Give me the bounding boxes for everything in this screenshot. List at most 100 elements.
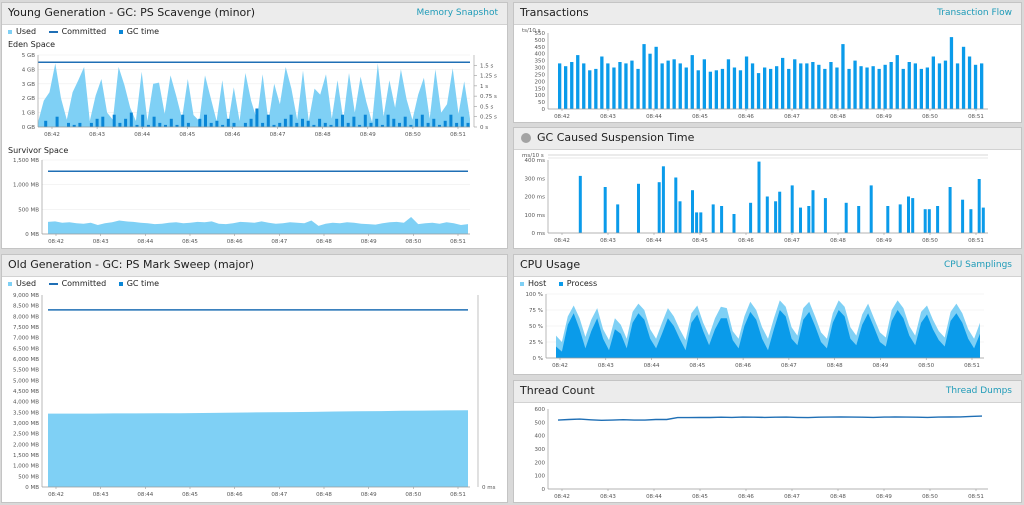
eden-gc-time-bar [118,122,122,127]
gc-time-swatch [118,281,123,286]
transactions-bar [967,56,972,109]
old-legend: Used Committed GC time [8,279,159,288]
eden-gc-time-bar [432,118,436,127]
thread-count-panel: Thread Count Thread Dumps 0 100 200 300 400 5… [513,380,1022,503]
cpu-usage-chart: 0 % 25 % 50 % 75 % 100 % 08:42 08:43 08:44 08:45… [526,292,984,369]
suspension-bar [720,206,724,233]
cpu-y-tick-label: 75 % [529,308,543,314]
cpu-x-tick-label: 08:44 [644,363,660,369]
suspension-bar [907,196,910,233]
eden-gc-time-bar [135,124,139,127]
eden-gc-time-bar [318,118,322,127]
transactions-bar [931,56,935,109]
transactions-bar [576,55,580,109]
eden-gc-time-bar [89,122,93,127]
eden-gc-time-bar [323,122,327,127]
eden-x-tick-label: 08:45 [179,132,195,138]
eden-gc-time-bar [386,114,390,127]
suspension-bar [661,166,665,233]
eden-used-area [38,63,470,127]
eden-x-tick-label: 08:43 [89,132,105,138]
legend-committed: Committed [61,279,107,288]
suspension-bar [732,214,736,233]
suspension-y-tick-label: 300 ms [525,176,546,182]
thread-dumps-link[interactable]: Thread Dumps [945,386,1012,396]
transactions-bar [865,67,869,109]
suspension-bar [807,206,811,233]
old-used-area [48,410,468,487]
eden-gc-time-bar [363,114,367,127]
young-generation-panel: Young Generation - GC: PS Scavenge (mino… [1,2,508,249]
eden-gc-time-bar [380,124,384,127]
suspension-bar [695,212,699,233]
transactions-bar [636,68,640,109]
legend-gc-time: GC time [126,279,160,288]
survivor-y-tick-label: 1,500 MB [13,158,39,164]
transactions-bar [835,67,839,109]
old-y-tick-label: 7,000 MB [13,336,39,342]
eden-gc-time-bar [335,118,339,127]
transactions-bar [817,64,821,109]
transactions-bar [642,44,646,109]
eden-gc-time-bar [420,114,424,127]
eden-gc-time-bar [67,122,70,127]
eden-gc-time-bar [289,114,293,127]
old-y-tick-label: 3,500 MB [13,410,39,416]
eden-gc-time-bar [460,116,464,127]
suspension-chart: ms/10 s 0 ms 100 ms 200 ms 300 ms 400 ms 08:42… [522,153,988,244]
transactions-bar [949,37,954,109]
transactions-bar [600,56,604,109]
cpu-x-tick-label: 08:49 [873,363,889,369]
cpu-x-tick-label: 08:51 [964,363,980,369]
gc-time-swatch [118,29,123,34]
survivor-used-area [48,217,468,234]
transactions-bar [606,63,610,109]
survivor-x-tick-label: 08:51 [450,239,466,245]
eden-gc-time-bar [209,122,213,127]
transactions-bar [690,55,694,109]
memory-snapshot-link[interactable]: Memory Snapshot [416,8,498,18]
suspension-bar [948,187,952,233]
survivor-y-tick-label: 500 MB [18,207,39,213]
eden-y-tick-label: 4 GB [22,67,36,73]
eden-gc-time-bar [72,124,76,127]
process-swatch [558,281,563,286]
suspension-x-tick-label: 08:46 [738,238,754,244]
threads-y-tick-label: 600 [535,407,546,413]
eden-x-tick-label: 08:49 [360,132,376,138]
threads-y-tick-label: 500 [535,420,546,426]
transactions-bar [612,67,616,109]
suspension-bar [927,209,931,233]
old-y-tick-label: 5,500 MB [13,368,39,374]
suspension-bar [898,204,902,233]
transactions-bar [756,73,761,109]
transactions-bar [943,60,948,109]
survivor-space-chart: 0 MB 500 MB 1,000 MB 1,500 MB 08:42 08:43 08:4… [13,158,470,245]
threads-x-tick-label: 08:51 [968,494,984,500]
eden-gc-tick-label: 0.25 s [480,115,497,121]
transactions-bar [829,62,833,109]
committed-swatch [48,282,58,285]
cpu-x-tick-label: 08:46 [735,363,751,369]
old-x-tick-label: 08:42 [48,492,64,498]
transactions-bar [558,63,562,109]
eden-gc-time-bar [375,118,379,127]
eden-gc-time-bar [426,122,430,127]
old-y-tick-label: 2,500 MB [13,432,39,438]
host-swatch [520,281,524,286]
cpu-y-tick-label: 100 % [526,292,543,298]
cpu-usage-panel: CPU Usage CPU Samplings Host Process 0 %… [513,254,1022,375]
young-generation-header: Young Generation - GC: PS Scavenge (mino… [2,3,507,25]
transactions-bar [654,46,658,109]
cpu-samplings-link[interactable]: CPU Samplings [944,260,1012,270]
transactions-x-tick-label: 08:51 [968,114,984,120]
eden-gc-time-bar [55,116,59,127]
transaction-flow-link[interactable]: Transaction Flow [937,8,1012,18]
suspension-x-tick-label: 08:43 [600,238,616,244]
suspension-bar [616,204,620,233]
transactions-bar [696,70,700,109]
transactions-bar [648,53,652,109]
survivor-x-tick-label: 08:50 [405,239,421,245]
transactions-bar [720,68,725,109]
transactions-bar [980,63,984,109]
